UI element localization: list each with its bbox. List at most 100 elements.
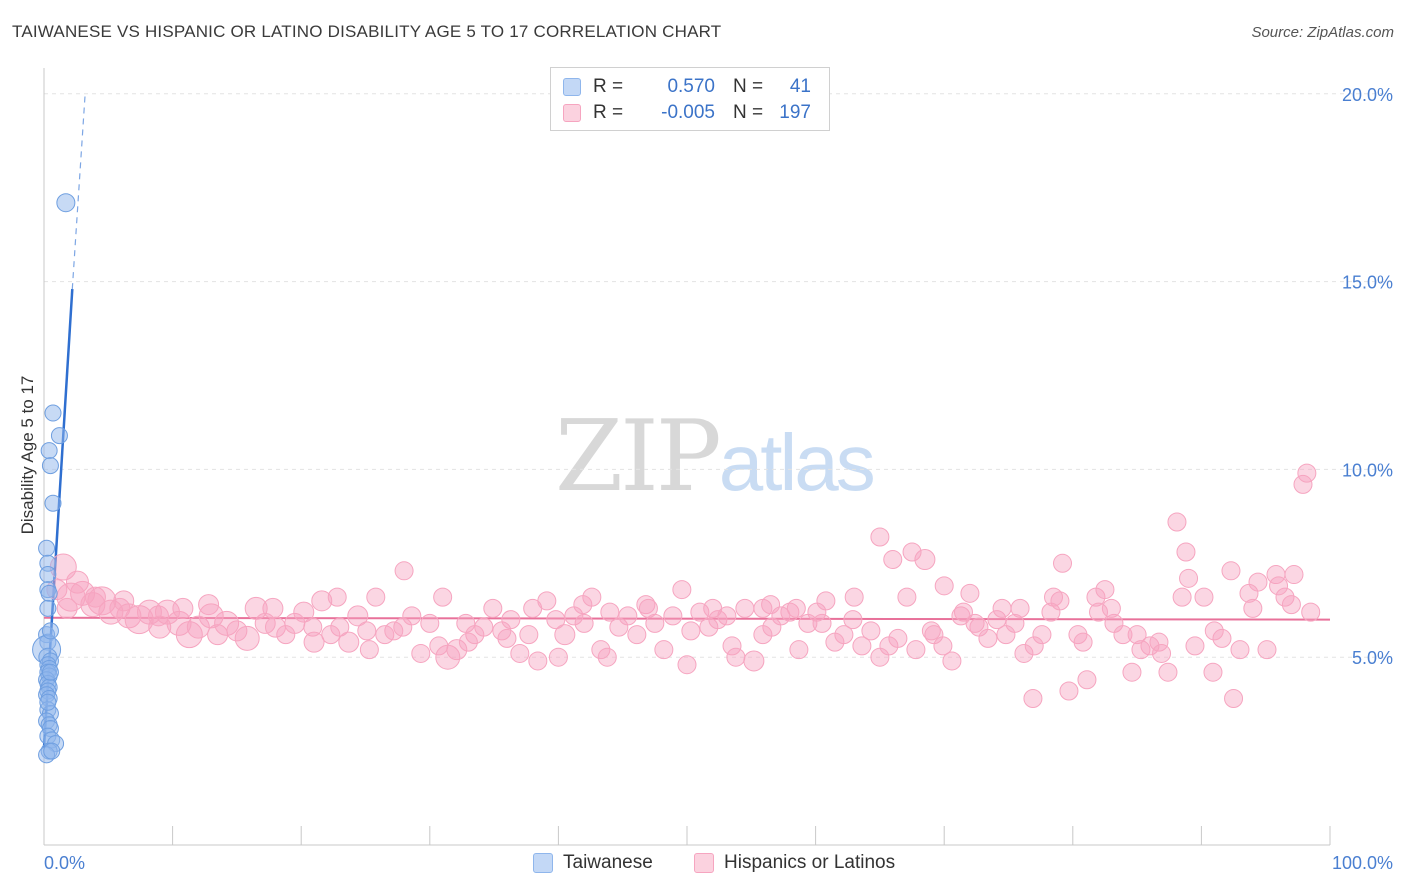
point-hispanic bbox=[1152, 643, 1172, 663]
legend-n-value: 41 bbox=[789, 76, 811, 97]
legend-r-label: R = bbox=[593, 76, 624, 97]
legend-r-value: -0.005 bbox=[661, 102, 715, 123]
point-hispanic bbox=[761, 595, 781, 615]
point-hispanic bbox=[1095, 580, 1115, 600]
point-hispanic bbox=[1284, 565, 1304, 585]
point-hispanic bbox=[474, 617, 494, 637]
point-hispanic bbox=[214, 610, 240, 636]
point-hispanic bbox=[276, 625, 296, 645]
point-hispanic bbox=[56, 597, 78, 619]
legend-swatch-hispanic bbox=[563, 104, 581, 122]
point-hispanic bbox=[1005, 613, 1025, 633]
point-hispanic bbox=[574, 613, 594, 633]
legend-swatch-taiwanese bbox=[533, 853, 553, 873]
point-hispanic bbox=[186, 615, 210, 639]
point-hispanic bbox=[681, 621, 701, 641]
point-hispanic bbox=[1281, 595, 1301, 615]
point-hispanic bbox=[293, 601, 315, 623]
point-hispanic bbox=[446, 639, 468, 661]
legend-label-taiwanese: Taiwanese bbox=[563, 852, 653, 873]
point-hispanic bbox=[735, 598, 755, 618]
point-taiwanese bbox=[44, 404, 62, 422]
point-hispanic bbox=[690, 602, 710, 622]
point-taiwanese bbox=[41, 622, 59, 640]
point-hispanic bbox=[1073, 632, 1093, 652]
point-hispanic bbox=[1224, 689, 1244, 709]
legend-item-taiwanese[interactable]: Taiwanese bbox=[533, 852, 653, 874]
chart-title: TAIWANESE VS HISPANIC OR LATINO DISABILI… bbox=[12, 22, 722, 41]
point-taiwanese bbox=[56, 193, 76, 213]
point-hispanic bbox=[327, 587, 347, 607]
point-hispanic bbox=[897, 587, 917, 607]
watermark-zip: ZIP bbox=[555, 400, 722, 514]
point-hispanic bbox=[672, 580, 692, 600]
point-hispanic bbox=[483, 598, 503, 618]
point-hispanic bbox=[1053, 553, 1073, 573]
point-hispanic bbox=[510, 643, 530, 663]
point-hispanic bbox=[1077, 670, 1097, 690]
point-hispanic bbox=[262, 597, 284, 619]
point-hispanic bbox=[366, 587, 386, 607]
point-hispanic bbox=[433, 587, 453, 607]
stats-legend: R = 0.570 N = 41 R = -0.005 N = 197 bbox=[550, 67, 830, 131]
point-hispanic bbox=[1014, 643, 1034, 663]
legend-n-value: 197 bbox=[779, 102, 811, 123]
point-hispanic bbox=[597, 647, 617, 667]
y-axis-label: Disability Age 5 to 17 bbox=[18, 376, 37, 535]
point-hispanic bbox=[627, 625, 647, 645]
legend-swatch-taiwanese bbox=[563, 78, 581, 96]
point-hispanic bbox=[198, 603, 224, 629]
point-hispanic bbox=[84, 586, 106, 608]
point-hispanic bbox=[394, 561, 414, 581]
point-hispanic bbox=[1101, 598, 1121, 618]
point-hispanic bbox=[654, 640, 674, 660]
point-hispanic bbox=[786, 598, 806, 618]
point-hispanic bbox=[65, 570, 89, 594]
source-label: Source: ZipAtlas.com bbox=[1251, 24, 1394, 41]
point-hispanic bbox=[148, 615, 172, 639]
point-hispanic bbox=[870, 527, 890, 547]
legend-row-taiwanese: R = 0.570 N = 41 bbox=[563, 74, 811, 100]
point-hispanic bbox=[402, 606, 422, 626]
point-hispanic bbox=[1179, 568, 1199, 588]
point-hispanic bbox=[1269, 576, 1289, 596]
point-hispanic bbox=[1089, 602, 1109, 622]
point-hispanic bbox=[1301, 602, 1321, 622]
point-hispanic bbox=[780, 602, 800, 622]
watermark-atlas: atlas bbox=[718, 418, 876, 507]
point-hispanic bbox=[888, 628, 908, 648]
point-hispanic bbox=[1172, 587, 1192, 607]
point-hispanic bbox=[914, 549, 936, 571]
point-hispanic bbox=[546, 610, 566, 630]
point-hispanic bbox=[497, 628, 517, 648]
point-hispanic bbox=[501, 610, 521, 630]
point-hispanic bbox=[743, 650, 765, 672]
point-hispanic bbox=[172, 597, 194, 619]
point-taiwanese bbox=[41, 457, 59, 475]
data-points bbox=[32, 193, 1321, 764]
point-hispanic bbox=[234, 625, 260, 651]
y-tick-label: 20.0% bbox=[1342, 85, 1393, 105]
legend-item-hispanic[interactable]: Hispanics or Latinos bbox=[694, 852, 895, 874]
point-hispanic bbox=[519, 625, 539, 645]
legend-label-hispanic: Hispanics or Latinos bbox=[724, 852, 896, 873]
point-hispanic bbox=[921, 621, 941, 641]
point-hispanic bbox=[548, 647, 568, 667]
point-hispanic bbox=[1167, 512, 1187, 532]
point-hispanic bbox=[933, 636, 953, 656]
point-hispanic bbox=[1204, 621, 1224, 641]
trendline-taiwanese-extension bbox=[71, 93, 86, 290]
point-hispanic bbox=[965, 613, 985, 633]
point-hispanic bbox=[359, 640, 379, 660]
point-hispanic bbox=[1149, 632, 1169, 652]
point-hispanic bbox=[1023, 689, 1043, 709]
point-hispanic bbox=[1158, 662, 1178, 682]
point-taiwanese bbox=[44, 494, 62, 512]
point-hispanic bbox=[582, 587, 602, 607]
legend-n-label: N = bbox=[733, 76, 764, 97]
point-taiwanese bbox=[40, 584, 58, 602]
point-hispanic bbox=[166, 610, 192, 636]
point-taiwanese bbox=[39, 693, 57, 711]
point-hispanic bbox=[303, 617, 323, 637]
